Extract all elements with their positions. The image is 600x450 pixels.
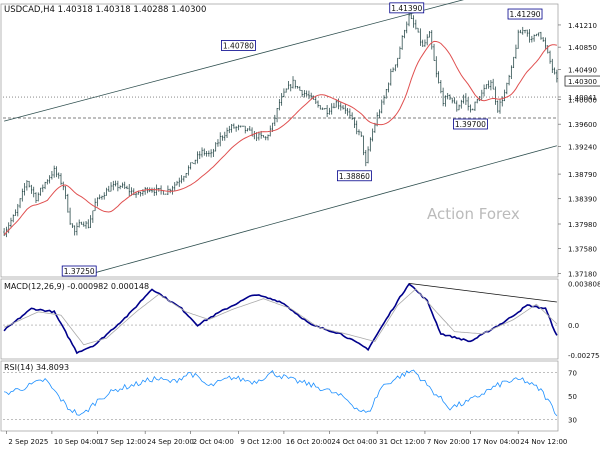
price-annotation: 1.41290 xyxy=(507,8,543,20)
x-tick-label: 24 Nov 12:00 xyxy=(520,438,567,446)
rsi-title: RSI(14) 34.8093 xyxy=(4,363,69,372)
annotation-label: 1.39700 xyxy=(455,120,486,129)
price-annotation: 1.39700 xyxy=(453,118,488,130)
annotation-label: 1.41390 xyxy=(391,4,422,13)
x-tick-label: 7 Nov 20:00 xyxy=(427,438,470,446)
macd-panel xyxy=(3,282,558,355)
macd-signal-line xyxy=(3,288,558,346)
price-title: USDCAD,H4 1.40318 1.40318 1.40288 1.4030… xyxy=(4,5,206,15)
macd-tick-label: 0.0 xyxy=(568,322,579,330)
annotation-box xyxy=(221,40,256,51)
price-tick-label: 1.37580 xyxy=(568,246,597,254)
x-tick-label: 24 Oct 04:00 xyxy=(331,438,377,446)
price-tick-label: 1.37180 xyxy=(568,270,597,278)
rsi-panel-frame xyxy=(0,360,559,432)
last-price-label: 1.40300 xyxy=(568,78,597,86)
price-tick-label: 1.40850 xyxy=(568,44,597,52)
moving-average-line xyxy=(3,40,558,236)
macd-trend-line xyxy=(408,282,557,303)
x-tick-label: 24 Sep 20:00 xyxy=(147,438,194,446)
chart-background xyxy=(0,3,559,432)
macd-title: MACD(12,26,9) -0.000982 0.000148 xyxy=(4,282,149,291)
x-tick-label: 31 Oct 12:00 xyxy=(379,438,425,446)
price-tick-label: 1.41210 xyxy=(568,22,597,30)
price-tick-label: 1.38790 xyxy=(568,171,597,179)
x-tick-label: 17 Nov 04:00 xyxy=(472,438,519,446)
rsi-tick-label: 30 xyxy=(568,416,577,424)
x-tick-label: 17 Sep 12:00 xyxy=(99,438,146,446)
annotation-label: 1.38860 xyxy=(339,172,370,181)
channel-line xyxy=(4,0,464,122)
annotation-box xyxy=(453,118,488,130)
price-annotation: 1.38860 xyxy=(337,170,372,182)
price-tick-label: 1.39240 xyxy=(568,143,597,151)
watermark: Action Forex xyxy=(427,205,520,223)
price-tick-label: 1.40041 xyxy=(568,94,597,102)
price-annotation: 1.37250 xyxy=(61,265,97,277)
macd-line xyxy=(3,282,558,355)
annotation-box xyxy=(61,265,97,277)
x-tick-label: 10 Sep 04:00 xyxy=(54,438,101,446)
x-tick-label: 2 Sep 2025 xyxy=(8,438,48,446)
annotation-box xyxy=(389,2,425,14)
price-tick-label: 1.40490 xyxy=(568,66,597,74)
rsi-tick-label: 70 xyxy=(568,370,577,378)
annotation-box xyxy=(507,8,543,20)
rsi-line xyxy=(3,369,558,417)
channel-line xyxy=(92,145,557,274)
x-tick-label: 16 Oct 20:00 xyxy=(286,438,332,446)
rsi-tick-label: 50 xyxy=(568,393,577,401)
annotation-box xyxy=(337,170,372,182)
last-price-box xyxy=(564,75,600,87)
price-annotation: 1.40780 xyxy=(221,40,256,51)
price-tick-label: 1.40000 xyxy=(568,97,597,105)
macd-panel-frame xyxy=(0,278,559,360)
macd-tick-label: 0.003808 xyxy=(568,280,600,288)
annotation-label: 1.40780 xyxy=(223,41,254,50)
annotation-label: 1.37250 xyxy=(64,267,95,276)
price-tick-label: 1.37980 xyxy=(568,221,597,229)
price-panel: 1.40780 1.41390 1.41290 1.39700 1.38860 1.372… xyxy=(3,0,558,277)
rsi-panel xyxy=(3,369,558,420)
price-annotation: 1.41390 xyxy=(389,2,425,14)
macd-tick-label: -0.002754 xyxy=(568,352,600,360)
annotation-label: 1.41290 xyxy=(510,10,541,19)
x-tick-label: 9 Oct 12:00 xyxy=(240,438,281,446)
price-tick-label: 1.39600 xyxy=(568,121,597,129)
price-panel-frame xyxy=(0,3,559,278)
x-tick-label: 2 Oct 04:00 xyxy=(193,438,234,446)
price-tick-label: 1.38390 xyxy=(568,196,597,204)
